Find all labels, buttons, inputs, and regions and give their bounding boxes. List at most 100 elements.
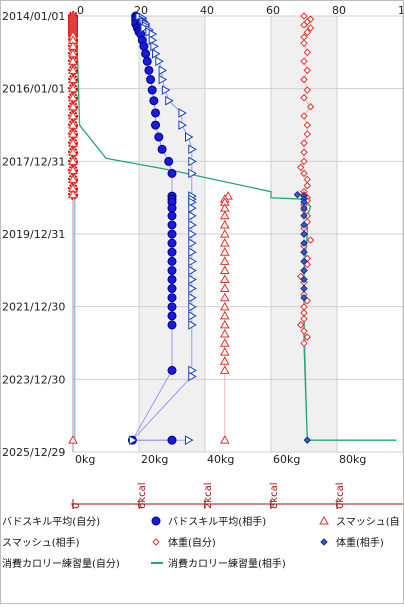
point-diamond-blue <box>300 257 308 266</box>
point-triangle-blue <box>188 365 197 376</box>
point-triangle-red <box>68 110 78 120</box>
point-diamond-red <box>300 39 308 47</box>
point-triangle-blue <box>161 85 171 95</box>
point-triangle-blue <box>185 132 194 142</box>
point-triangle-blue <box>188 371 197 382</box>
point-triangle-blue <box>178 120 187 130</box>
point-triangle-blue <box>178 108 187 118</box>
legend-label: 消費カロリー練習量(相手) <box>168 557 286 570</box>
point-triangle-red <box>219 435 230 444</box>
point-triangle-blue <box>188 283 197 294</box>
point-circle-blue <box>151 120 160 130</box>
point-triangle-red <box>219 319 230 329</box>
point-circle-blue <box>167 203 177 213</box>
point-diamond-red <box>300 12 308 20</box>
series-points-2 <box>68 10 78 444</box>
point-circle-blue <box>157 144 167 154</box>
point-triangle-red <box>219 265 230 275</box>
series-lines <box>72 15 397 441</box>
point-triangle-red <box>68 92 78 102</box>
point-diamond-red <box>303 86 312 94</box>
point-triangle-blue <box>188 247 197 258</box>
point-diamond-blue <box>303 436 312 444</box>
legend-label: スマッシュ(自 <box>336 515 400 528</box>
point-circle-blue <box>167 220 177 230</box>
point-diamond-blue <box>300 275 308 284</box>
point-triangle-red <box>68 74 78 84</box>
point-circle-blue <box>167 284 177 294</box>
point-circle-blue <box>144 65 154 75</box>
point-diamond-red <box>306 24 315 32</box>
point-triangle-red <box>68 174 78 183</box>
point-circle-blue <box>167 266 177 276</box>
point-circle-blue <box>167 435 177 445</box>
point-diamond-red <box>303 121 312 129</box>
point-triangle-blue <box>188 310 197 321</box>
point-circle-blue <box>167 311 177 321</box>
top-tick-label: 20 <box>134 4 148 17</box>
point-triangle-blue <box>152 48 161 59</box>
y-tick-label: 2014/01/01 <box>2 10 65 23</box>
point-circle-blue <box>167 168 177 178</box>
point-triangle-red <box>68 435 78 444</box>
point-diamond-red <box>303 333 312 341</box>
point-diamond-blue <box>293 190 302 199</box>
point-circle-blue <box>167 320 177 330</box>
point-triangle-blue <box>158 74 168 85</box>
bottom-tick-label: 40kg <box>207 453 234 466</box>
top-tick-label: 40 <box>200 4 214 17</box>
calorie-tick-label: 8kcal <box>269 482 280 509</box>
point-diamond-red <box>300 157 308 166</box>
point-circle-blue <box>139 41 149 51</box>
point-diamond-red <box>300 339 308 347</box>
point-diamond-red <box>296 321 305 329</box>
legend-label: 消費カロリー練習量(自分) <box>2 557 120 570</box>
series-marks <box>68 10 315 446</box>
point-circle-blue <box>164 156 174 166</box>
point-diamond-red <box>300 139 308 147</box>
y-tick-label: 2021/12/30 <box>2 301 65 314</box>
point-diamond-red <box>303 48 312 57</box>
bottom-tick-label: 0kg <box>75 453 95 466</box>
point-triangle-red <box>68 165 78 174</box>
point-triangle-red <box>219 256 230 265</box>
point-triangle-blue <box>188 144 197 155</box>
legend-label: 体重(自分) <box>168 536 216 549</box>
point-triangle-blue <box>155 56 164 67</box>
point-diamond-red <box>300 315 308 323</box>
point-diamond-red <box>300 75 308 84</box>
point-triangle-red <box>319 515 329 525</box>
point-circle-blue <box>167 365 177 375</box>
point-diamond-blue <box>300 230 308 238</box>
point-diamond-red <box>303 28 312 37</box>
point-circle-blue <box>167 247 177 257</box>
point-triangle-red <box>68 101 78 111</box>
point-triangle-red <box>219 310 230 320</box>
point-triangle-blue <box>188 197 197 208</box>
top-tick-label: 0 <box>77 4 84 17</box>
point-triangle-blue <box>188 168 197 179</box>
point-diamond-blue <box>320 538 328 546</box>
point-triangle-red <box>68 138 78 147</box>
point-triangle-blue <box>188 220 197 230</box>
point-triangle-blue <box>158 65 168 76</box>
point-diamond-red <box>306 236 315 244</box>
point-circle-blue <box>167 238 177 248</box>
point-diamond-red <box>303 130 312 138</box>
point-diamond-blue <box>300 239 308 247</box>
point-triangle-red <box>68 147 78 156</box>
calorie-tick-label: 2kcal <box>203 482 214 509</box>
point-triangle-blue <box>185 435 194 446</box>
point-diamond-red <box>300 112 308 120</box>
legend-label: 体重(相手) <box>336 536 384 549</box>
series-points-4 <box>219 191 233 444</box>
point-triangle-blue <box>140 23 149 33</box>
point-diamond-blue <box>300 266 308 275</box>
point-diamond-red <box>303 181 312 190</box>
point-diamond-blue <box>300 248 308 256</box>
point-triangle-red <box>68 156 78 165</box>
point-triangle-red <box>68 189 78 199</box>
